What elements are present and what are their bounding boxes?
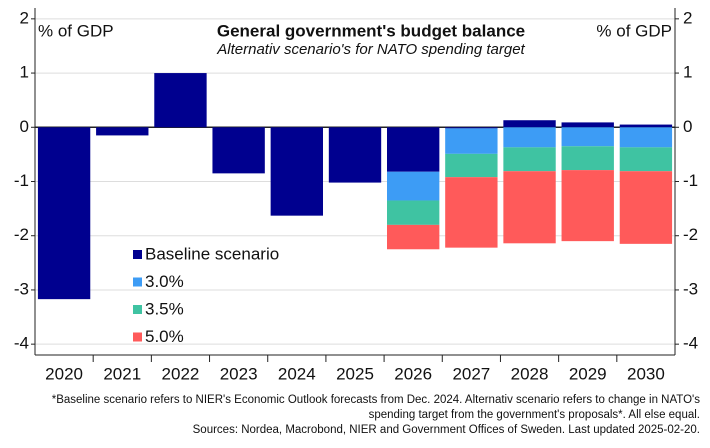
y-tick-label: -1 (683, 171, 698, 190)
y-tick-label: 2 (683, 8, 692, 27)
y-tick-label: -2 (683, 225, 698, 244)
bar (619, 127, 673, 148)
bar (445, 177, 498, 248)
x-tick-label: 2024 (278, 364, 316, 383)
bar (445, 153, 498, 178)
y-tick-label: -3 (683, 279, 698, 298)
x-tick-label: 2027 (452, 364, 490, 383)
y-tick-label: 2 (20, 8, 29, 27)
x-tick-label: 2026 (394, 364, 432, 383)
footnote: *Baseline scenario refers to NIER's Econ… (52, 394, 701, 406)
legend-label: Baseline scenario (145, 244, 279, 263)
footnote: Sources: Nordea, Macrobond, NIER and Gov… (193, 424, 700, 436)
y-tick-label: 0 (683, 117, 692, 136)
x-tick-label: 2028 (511, 364, 549, 383)
bar (445, 128, 498, 154)
bar (561, 127, 614, 147)
legend-label: 3.0% (145, 272, 184, 291)
bar (387, 224, 440, 250)
bar (503, 120, 556, 128)
x-tick-label: 2030 (627, 364, 665, 383)
bar (561, 122, 614, 128)
bar (619, 124, 673, 128)
bar (328, 127, 382, 183)
x-tick-label: 2029 (569, 364, 607, 383)
legend-swatch (133, 332, 142, 342)
bar (387, 200, 440, 225)
x-tick-label: 2021 (103, 364, 141, 383)
bar (37, 127, 91, 300)
bar (619, 147, 673, 172)
bar (561, 146, 614, 171)
legend-label: 5.0% (145, 327, 184, 346)
bar (154, 73, 207, 128)
x-tick-label: 2020 (45, 364, 83, 383)
legend-swatch (133, 305, 142, 314)
x-tick-label: 2025 (336, 364, 374, 383)
legend-swatch (133, 277, 142, 287)
chart-subtitle: Alternativ scenario's for NATO spending … (216, 41, 525, 58)
chart-title: General government's budget balance (217, 21, 525, 40)
bar (270, 127, 323, 216)
bar (445, 127, 498, 129)
y-tick-label: -3 (14, 279, 29, 298)
bar (619, 171, 673, 244)
y-label-right: % of GDP (596, 21, 672, 40)
footnote: spending target from the government's pr… (369, 409, 700, 421)
y-tick-label: 0 (20, 117, 29, 136)
bar (561, 170, 614, 242)
legend-swatch (133, 250, 142, 259)
legend-label: 3.5% (145, 299, 184, 318)
bar (503, 171, 556, 244)
y-tick-label: -4 (14, 334, 29, 353)
y-tick-label: -1 (14, 171, 29, 190)
bar (387, 127, 440, 172)
y-tick-label: 1 (683, 63, 692, 82)
bar (96, 127, 149, 136)
bar (387, 171, 440, 201)
bar (503, 147, 556, 172)
y-tick-label: -2 (14, 225, 29, 244)
y-label-left: % of GDP (38, 21, 114, 40)
bar (503, 127, 556, 148)
x-tick-label: 2022 (162, 364, 200, 383)
y-tick-label: 1 (20, 63, 29, 82)
x-tick-label: 2023 (220, 364, 258, 383)
bar (212, 127, 265, 174)
y-tick-label: -4 (683, 334, 698, 353)
